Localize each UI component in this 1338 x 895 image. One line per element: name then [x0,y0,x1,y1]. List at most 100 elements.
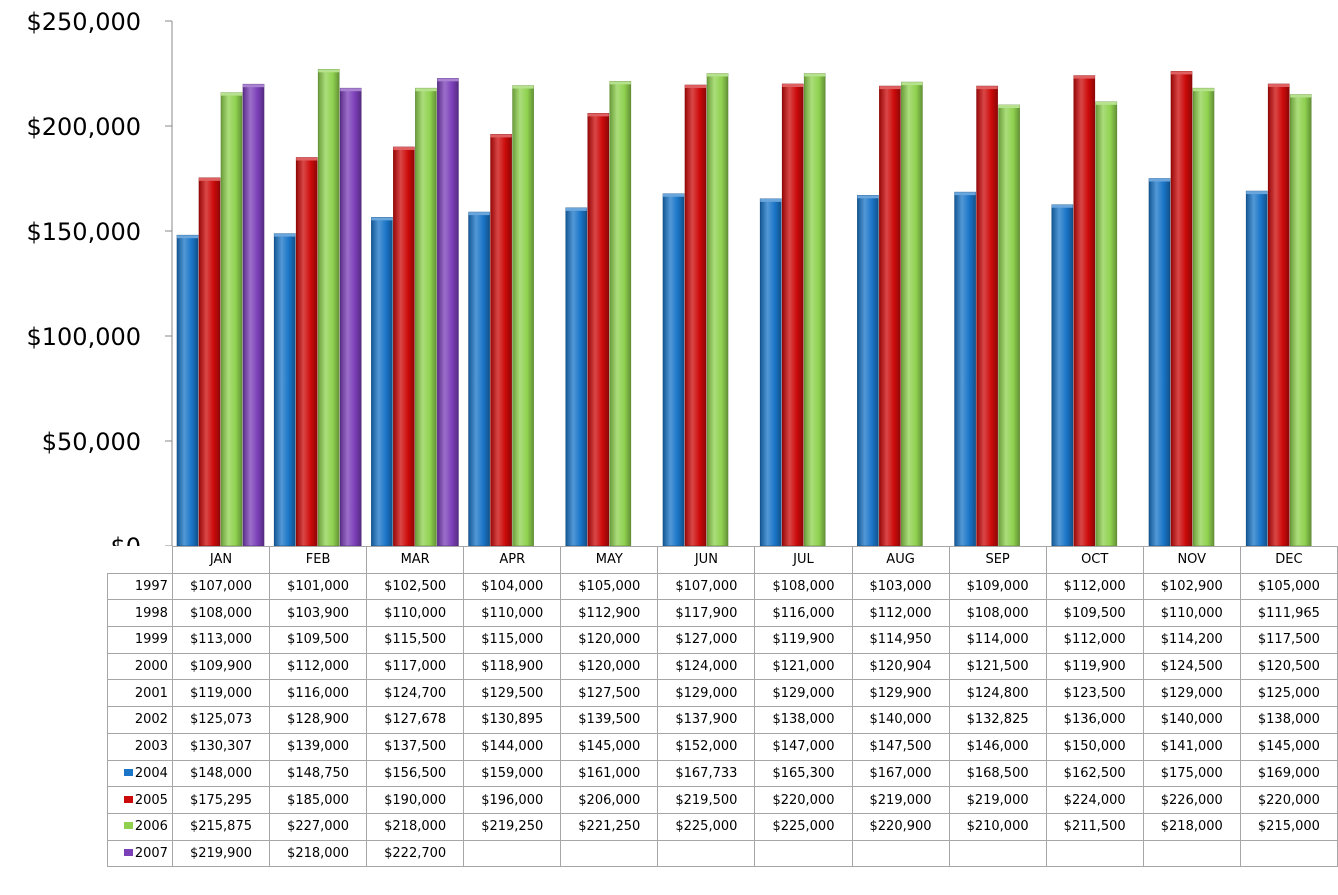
bar-cap [760,198,782,202]
data-cell: $107,000 [657,572,756,601]
data-cell: $119,900 [1045,652,1144,681]
data-cell: $112,900 [560,599,659,628]
data-cell: $206,000 [560,786,659,814]
data-cell: $112,000 [1045,572,1144,601]
data-table: JAN FEB MAR APR MAY JUN JUL AUG SEP OCT NOV DEC 1997… [107,546,1338,868]
bar-cap [512,85,534,89]
legend-entry: 2006 [107,812,173,841]
data-cell: $129,500 [463,679,562,708]
legend-swatch [123,848,133,856]
bar-cap [901,82,923,86]
data-cell: $112,000 [1045,626,1144,654]
bar-2004-dec [1245,190,1268,546]
data-cell: $141,000 [1142,732,1241,761]
table-row: 1998 $108,000 $103,900 $110,000 $110,000 $112… [107,599,1338,628]
data-cell: $116,000 [269,679,368,708]
bar-2005-jun [684,84,707,546]
bar-cap [565,207,587,211]
bar-2004-sep [954,191,976,546]
x-tick-label: FEB [269,546,368,574]
table-row: 2001 $119,000 $116,000 $124,700 $129,500 $127… [107,679,1338,708]
data-cell: $125,000 [1239,679,1338,708]
data-cell: $227,000 [269,812,368,841]
x-tick-label: JUL [754,546,853,574]
data-cell: $219,900 [171,839,271,868]
data-cell: $127,000 [657,626,756,654]
x-tick-label: MAY [560,546,659,574]
bar-2005-aug [879,85,901,546]
bar-cap [857,195,879,199]
data-cell: $107,000 [171,572,271,601]
bar-cap [371,217,393,221]
bar-cap [221,92,242,96]
bar-cap [685,85,706,89]
data-cell: $117,000 [366,652,465,681]
bar-cap [782,84,804,87]
data-cell: $138,000 [1239,706,1338,734]
table-row: 1997 $107,000 $101,000 $102,500 $104,000 $105… [107,572,1338,601]
bar-cap [393,147,415,150]
legend-entry: 2007 [107,839,173,868]
bar-cap [707,73,728,77]
data-cell: $218,000 [366,812,465,841]
x-tick-label: AUG [851,546,950,574]
data-cell: $128,900 [269,706,368,734]
data-cell: $120,500 [1239,652,1338,681]
table-row: 2004 $148,000 $148,750 $156,500 $159,000 $161… [107,759,1338,788]
data-cell [657,839,756,868]
data-cell: $196,000 [463,786,562,814]
data-cell: $159,000 [463,759,562,788]
bar-cap [1193,88,1214,92]
data-cell: $130,307 [171,732,271,761]
data-cell: $114,000 [948,626,1047,654]
table-row: 2003 $130,307 $139,000 $137,500 $144,000 $145… [107,732,1338,761]
data-cell: $137,900 [657,706,756,734]
data-cell: $219,000 [948,786,1047,814]
series-name: 2004 [134,765,168,781]
data-cell: $129,000 [1142,679,1241,708]
table-row: 1999 $113,000 $109,500 $115,500 $115,000 $120… [107,626,1338,654]
series-name: 1999 [134,632,168,648]
data-cell: $110,000 [1142,599,1241,628]
data-cell: $109,500 [1045,599,1144,628]
table-row: 2002 $125,073 $128,900 $127,678 $130,895 $139… [107,706,1338,734]
bar-2005-mar [393,146,415,546]
bar-2004-nov [1148,178,1171,546]
data-cell: $221,250 [560,812,659,841]
data-cell: $210,000 [948,812,1047,841]
y-tick-label: $50,000 [42,428,141,456]
bar-2006-jul [803,73,826,546]
data-cell: $140,000 [1142,706,1241,734]
bar-cap [1149,178,1170,182]
legend-entry: 2000 [107,652,173,681]
data-cell: $109,900 [171,652,271,681]
data-cell: $117,900 [657,599,756,628]
bar-cap [587,113,609,117]
bar-2007-jan [242,83,265,546]
series-name: 2006 [134,819,168,835]
data-cell [1045,839,1144,868]
data-cell: $104,000 [463,572,562,601]
legend-swatch [123,768,133,776]
data-cell: $167,000 [851,759,950,788]
y-tick-label: $100,000 [26,323,141,351]
bar-2005-sep [976,85,998,546]
bar-chart: $0 $50,000 $100,000 $150,000 $200,000 $250,00… [26,8,1312,546]
bar-2004-may [565,207,588,546]
data-cell: $219,500 [657,786,756,814]
data-cell [948,839,1047,868]
x-tick-label: SEP [948,546,1047,574]
bar-cap [976,86,998,90]
data-cell: $109,000 [948,572,1047,601]
bar-2004-aug [857,195,879,546]
data-cell: $167,733 [657,759,756,788]
data-cell: $109,500 [269,626,368,654]
data-cell: $124,500 [1142,652,1241,681]
series-name: 1997 [134,579,168,595]
data-cell: $138,000 [754,706,853,734]
data-cell: $102,500 [366,572,465,601]
data-cell: $219,250 [463,812,562,841]
data-cell: $127,500 [560,679,659,708]
bar-cap [609,81,631,85]
data-cell: $175,295 [171,786,271,814]
